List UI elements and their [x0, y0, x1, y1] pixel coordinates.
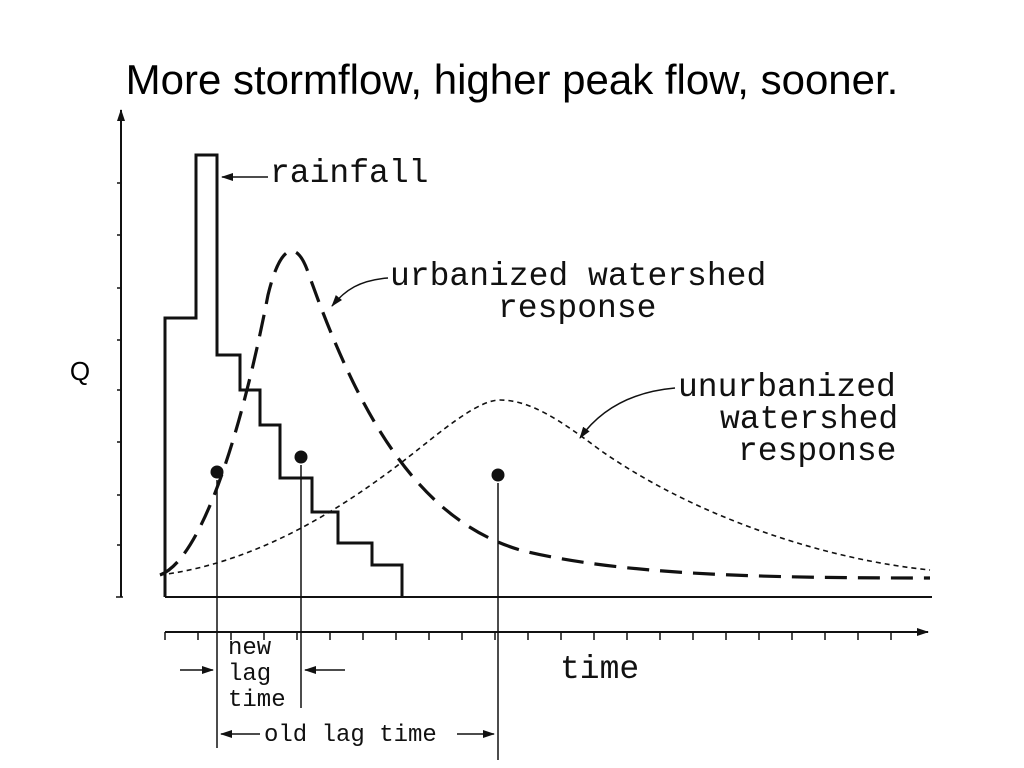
slide-title: More stormflow, higher peak flow, sooner… [126, 56, 899, 103]
old-lag-label: old lag time [264, 722, 437, 749]
urbanized-label: response [498, 290, 656, 327]
urbanized-leader [331, 277, 389, 307]
unurbanized-label: unurbanized [678, 369, 896, 406]
unurbanized-hydrograph [159, 399, 931, 576]
centroids [210, 450, 505, 760]
x-axis [164, 628, 929, 640]
unurbanized-label: response [738, 433, 896, 470]
new-lag-label: lag [228, 661, 271, 688]
x-axis-label: time [560, 651, 639, 688]
y-axis-label: Q [70, 356, 90, 386]
urbanized-hydrograph [159, 249, 931, 580]
unurbanized-label: watershed [720, 401, 898, 438]
new-lag-label: new [228, 635, 272, 662]
urbanized-label: urbanized watershed [390, 258, 766, 295]
new-lag-label: time [228, 687, 286, 714]
y-axis [116, 109, 125, 598]
unurbanized-leader [579, 387, 676, 439]
rainfall-label: rainfall [270, 155, 428, 192]
rainfall-hyetograph [163, 153, 404, 597]
